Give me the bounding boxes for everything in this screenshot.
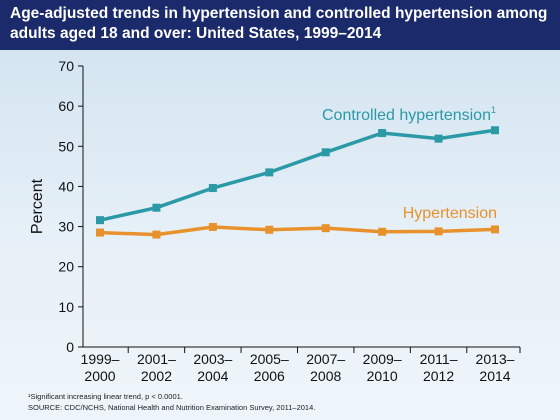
x-tick-label: 2005– bbox=[250, 351, 289, 367]
x-tick-label: 2007– bbox=[306, 351, 345, 367]
x-tick-label: 2014 bbox=[479, 368, 510, 384]
footnote-marker: 1 bbox=[491, 105, 496, 115]
data-point bbox=[96, 228, 104, 237]
data-point bbox=[152, 230, 161, 239]
series-label-hypertension: Hypertension bbox=[403, 205, 497, 222]
data-point bbox=[265, 168, 274, 177]
data-point bbox=[491, 126, 499, 135]
data-point bbox=[491, 225, 499, 234]
x-tick-label: 2002 bbox=[141, 368, 172, 384]
data-point bbox=[152, 203, 161, 212]
x-tick-label: 2001– bbox=[137, 351, 176, 367]
data-point bbox=[208, 184, 217, 193]
y-tick-label: 0 bbox=[66, 339, 74, 355]
x-tick-label: 2008 bbox=[310, 368, 341, 384]
y-axis-label: Percent bbox=[29, 178, 46, 234]
x-tick-label: 2000 bbox=[84, 368, 115, 384]
x-tick-label: 2006 bbox=[254, 368, 285, 384]
series-label-controlled: Controlled hypertension1 bbox=[322, 105, 496, 124]
data-point bbox=[208, 222, 217, 231]
x-tick-label: 2009– bbox=[363, 351, 402, 367]
data-point bbox=[378, 129, 387, 138]
significance-footnote: ¹Significant increasing linear trend, p … bbox=[28, 392, 183, 401]
series-line bbox=[99, 225, 496, 237]
series-line bbox=[99, 128, 496, 222]
data-point bbox=[321, 224, 330, 233]
x-tick-label: 2010 bbox=[367, 368, 398, 384]
y-tick-label: 20 bbox=[58, 259, 74, 275]
x-tick-label: 2012 bbox=[423, 368, 454, 384]
data-point bbox=[321, 148, 330, 157]
x-tick-label: 2013– bbox=[476, 351, 515, 367]
x-tick-label: 2011– bbox=[420, 351, 458, 367]
data-point bbox=[434, 134, 443, 143]
y-tick-label: 60 bbox=[58, 98, 74, 114]
x-tick-label: 2003– bbox=[193, 351, 232, 367]
y-tick-label: 40 bbox=[58, 178, 74, 194]
y-tick-label: 50 bbox=[58, 138, 74, 154]
x-tick-label: 1999– bbox=[81, 351, 120, 367]
title-bar: Age-adjusted trends in hypertension and … bbox=[0, 0, 560, 50]
chart-title: Age-adjusted trends in hypertension and … bbox=[10, 5, 548, 42]
data-point bbox=[265, 225, 274, 234]
x-tick-label: 2004 bbox=[197, 368, 228, 384]
data-point bbox=[378, 227, 387, 236]
data-point bbox=[434, 227, 443, 236]
y-tick-label: 10 bbox=[58, 299, 74, 315]
data-point bbox=[96, 216, 104, 225]
chart-panel bbox=[0, 50, 560, 420]
y-tick-label: 30 bbox=[58, 219, 74, 235]
y-tick-label: 70 bbox=[58, 58, 74, 74]
source-footnote: SOURCE: CDC/NCHS, National Health and Nu… bbox=[28, 403, 316, 412]
